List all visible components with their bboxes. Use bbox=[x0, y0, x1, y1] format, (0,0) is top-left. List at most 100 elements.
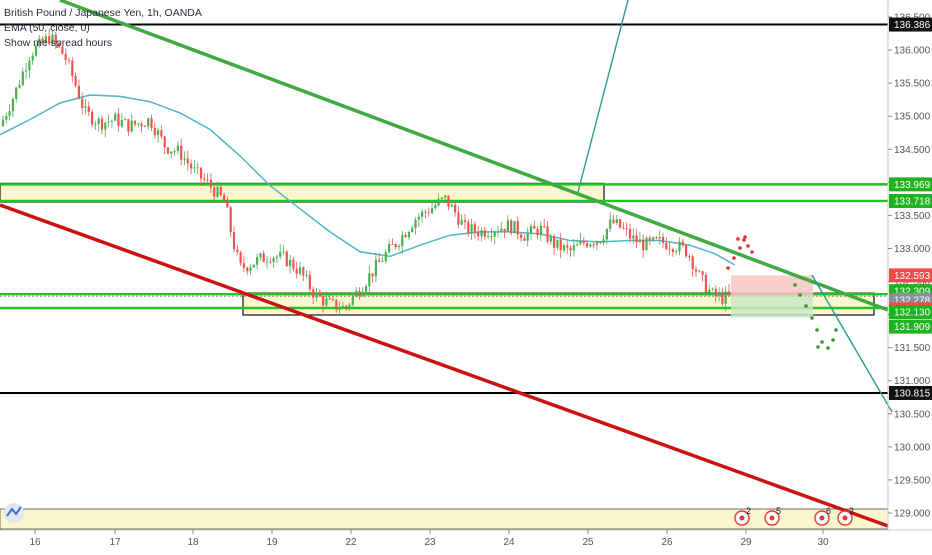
candle-body[interactable] bbox=[28, 60, 31, 71]
candle-body[interactable] bbox=[322, 296, 325, 306]
candle-body[interactable] bbox=[133, 120, 137, 125]
candle-body[interactable] bbox=[236, 249, 239, 253]
candle-body[interactable] bbox=[421, 211, 424, 217]
candle-body[interactable] bbox=[315, 292, 318, 298]
candle-body[interactable] bbox=[602, 239, 605, 243]
candle-body[interactable] bbox=[269, 261, 272, 263]
candle-body[interactable] bbox=[358, 290, 361, 297]
candle-body[interactable] bbox=[114, 113, 117, 121]
candle-body[interactable] bbox=[394, 244, 397, 247]
candle-body[interactable] bbox=[576, 244, 579, 246]
candle-body[interactable] bbox=[483, 230, 486, 237]
candle-body[interactable] bbox=[513, 221, 516, 234]
candle-body[interactable] bbox=[615, 219, 618, 223]
candle-body[interactable] bbox=[685, 245, 688, 257]
candle-body[interactable] bbox=[655, 237, 658, 239]
candle-body[interactable] bbox=[252, 264, 255, 268]
candle-body[interactable] bbox=[665, 242, 668, 250]
candle-body[interactable] bbox=[622, 227, 625, 229]
price-badge-label[interactable]: 132.309 bbox=[894, 287, 931, 298]
candle-body[interactable] bbox=[582, 240, 585, 244]
candle-body[interactable] bbox=[397, 246, 401, 247]
candle-body[interactable] bbox=[490, 236, 493, 237]
candle-body[interactable] bbox=[718, 293, 721, 296]
candle-body[interactable] bbox=[292, 259, 295, 270]
candle-body[interactable] bbox=[675, 251, 678, 253]
projection-line-up[interactable] bbox=[577, 0, 629, 193]
candle-body[interactable] bbox=[157, 130, 160, 136]
spread-hours-label[interactable]: Show me spread hours bbox=[4, 37, 112, 49]
candle-body[interactable] bbox=[259, 253, 262, 258]
candle-body[interactable] bbox=[480, 230, 483, 237]
candle-body[interactable] bbox=[216, 186, 219, 197]
candle-body[interactable] bbox=[190, 163, 193, 169]
candle-body[interactable] bbox=[727, 291, 731, 295]
candle-body[interactable] bbox=[638, 239, 641, 243]
candle-body[interactable] bbox=[298, 267, 302, 274]
symbol-title[interactable]: British Pound / Japanese Yen, 1h, OANDA bbox=[4, 7, 202, 19]
candle-body[interactable] bbox=[203, 178, 206, 180]
candle-body[interactable] bbox=[632, 235, 635, 239]
candle-body[interactable] bbox=[648, 237, 651, 240]
candle-body[interactable] bbox=[526, 233, 529, 241]
candle-body[interactable] bbox=[67, 59, 71, 61]
red-trend-line[interactable] bbox=[0, 203, 889, 528]
candle-body[interactable] bbox=[18, 85, 21, 88]
candle-body[interactable] bbox=[569, 247, 572, 251]
candle-body[interactable] bbox=[223, 194, 226, 201]
candle-body[interactable] bbox=[11, 98, 14, 112]
candle-body[interactable] bbox=[440, 197, 443, 200]
candle-body[interactable] bbox=[100, 118, 104, 130]
candle-body[interactable] bbox=[708, 289, 711, 293]
candle-body[interactable] bbox=[48, 36, 51, 44]
candle-body[interactable] bbox=[31, 55, 34, 61]
candle-body[interactable] bbox=[500, 228, 503, 232]
candle-body[interactable] bbox=[173, 151, 176, 152]
candle-body[interactable] bbox=[87, 106, 90, 112]
price-badge-label[interactable]: 136.386 bbox=[894, 20, 931, 31]
candle-body[interactable] bbox=[282, 251, 285, 253]
price-badge-label[interactable]: 130.815 bbox=[894, 388, 931, 399]
candle-body[interactable] bbox=[427, 212, 430, 214]
candle-body[interactable] bbox=[272, 258, 275, 262]
candle-body[interactable] bbox=[110, 120, 113, 122]
price-badge-label[interactable]: 132.593 bbox=[894, 271, 931, 282]
price-badge-label[interactable]: 133.969 bbox=[894, 180, 931, 191]
candle-body[interactable] bbox=[579, 240, 582, 245]
candle-body[interactable] bbox=[183, 158, 186, 160]
price-badge-label[interactable]: 132.130 bbox=[894, 308, 931, 319]
candle-body[interactable] bbox=[199, 167, 203, 179]
candle-body[interactable] bbox=[503, 228, 506, 232]
candle-body[interactable] bbox=[388, 244, 391, 253]
candle-body[interactable] bbox=[688, 256, 691, 258]
candle-body[interactable] bbox=[325, 298, 328, 306]
candle-body[interactable] bbox=[450, 204, 453, 207]
candle-body[interactable] bbox=[140, 123, 143, 127]
price-badge-label[interactable]: 131.909 bbox=[894, 322, 931, 333]
candle-body[interactable] bbox=[335, 299, 338, 310]
candle-body[interactable] bbox=[160, 130, 163, 137]
candle-body[interactable] bbox=[368, 273, 371, 287]
candle-body[interactable] bbox=[417, 216, 420, 220]
candle-body[interactable] bbox=[61, 46, 64, 54]
candle-body[interactable] bbox=[401, 235, 404, 247]
candle-body[interactable] bbox=[84, 106, 87, 108]
candle-body[interactable] bbox=[328, 298, 331, 300]
candle-body[interactable] bbox=[64, 53, 67, 60]
candle-body[interactable] bbox=[351, 296, 354, 305]
candle-body[interactable] bbox=[163, 136, 166, 148]
ema-indicator-label[interactable]: EMA (50, close, 0) bbox=[4, 22, 90, 34]
candle-body[interactable] bbox=[642, 239, 645, 251]
candle-body[interactable] bbox=[371, 273, 374, 277]
candle-body[interactable] bbox=[275, 256, 278, 259]
take-profit-zone[interactable] bbox=[731, 296, 813, 318]
candle-body[interactable] bbox=[180, 145, 183, 160]
candle-body[interactable] bbox=[166, 147, 170, 154]
candle-body[interactable] bbox=[206, 179, 209, 181]
candle-body[interactable] bbox=[619, 219, 622, 228]
candle-body[interactable] bbox=[345, 305, 348, 307]
candle-body[interactable] bbox=[338, 309, 341, 310]
candle-body[interactable] bbox=[232, 232, 236, 250]
candle-body[interactable] bbox=[308, 275, 311, 290]
